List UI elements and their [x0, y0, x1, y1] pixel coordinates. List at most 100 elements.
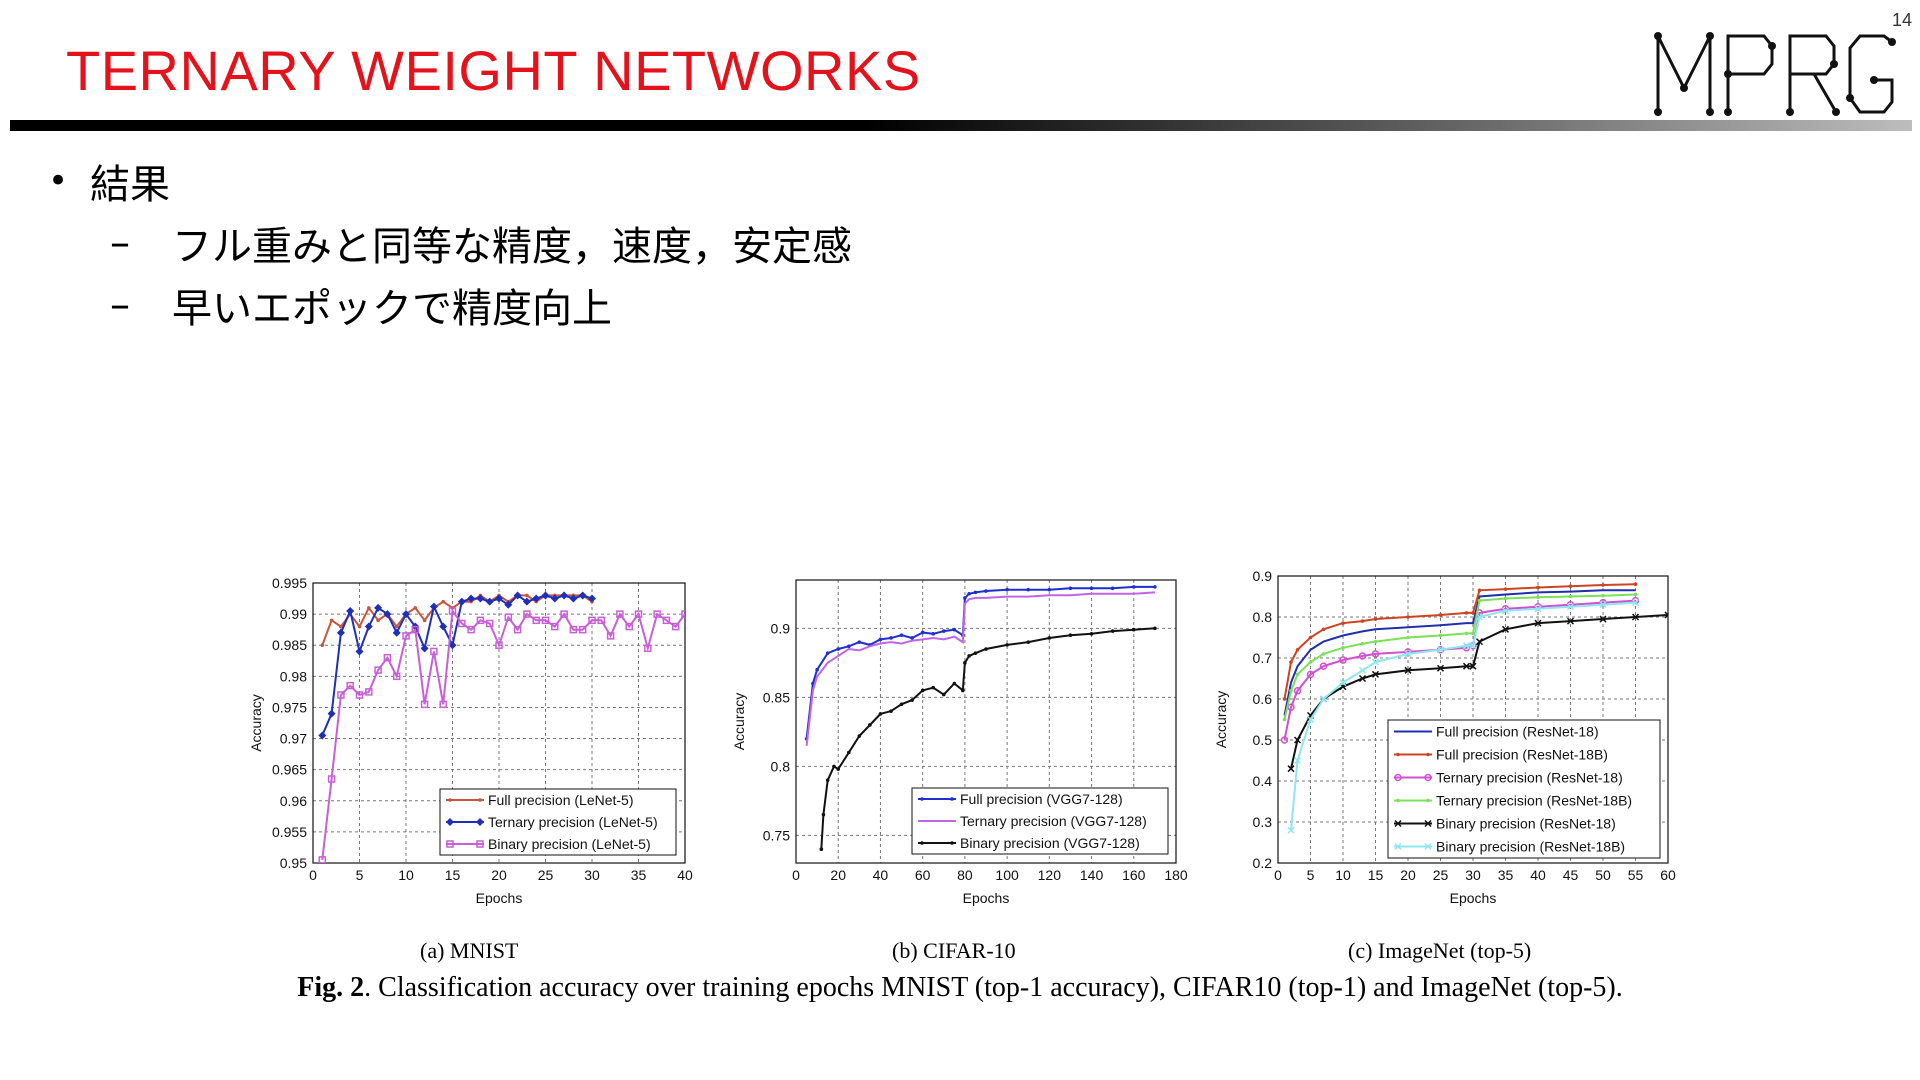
data-point	[327, 709, 336, 718]
data-point	[513, 625, 522, 634]
data-point	[383, 653, 392, 662]
data-point	[846, 644, 851, 649]
data-point	[836, 767, 841, 771]
legend-marker	[478, 798, 482, 802]
data-point	[625, 622, 633, 631]
data-point	[1321, 627, 1326, 632]
data-point	[1568, 584, 1573, 589]
y-axis-label: Accuracy	[731, 693, 747, 751]
data-point	[1005, 587, 1009, 592]
data-point	[910, 636, 914, 640]
x-tick-label: 40	[873, 867, 889, 883]
legend-label: Binary precision (VGG7-128)	[960, 835, 1140, 851]
data-point	[467, 625, 475, 634]
data-point	[355, 647, 364, 656]
data-point	[878, 712, 883, 716]
data-point	[1501, 625, 1510, 633]
data-point	[1599, 601, 1607, 609]
data-point	[1471, 611, 1475, 615]
data-point	[1464, 611, 1469, 615]
data-point	[329, 618, 334, 623]
data-point	[448, 641, 457, 650]
data-point	[1477, 598, 1482, 603]
bullet-text: 結果	[90, 162, 170, 208]
data-point	[1306, 715, 1315, 724]
y-tick-label: 0.995	[272, 575, 307, 591]
data-point	[1568, 594, 1573, 599]
data-point	[1295, 672, 1300, 677]
data-point	[1293, 687, 1302, 695]
data-point	[878, 637, 883, 642]
legend-label: Binary precision (ResNet-18B)	[1436, 839, 1625, 855]
series-group	[804, 585, 1157, 851]
figure-caption: Fig. 2. Classification accuracy over tra…	[0, 972, 1920, 1004]
data-point	[973, 590, 978, 595]
data-point	[1153, 585, 1157, 589]
y-tick-label: 0.9	[1253, 568, 1273, 584]
y-tick-label: 0.3	[1253, 814, 1273, 830]
y-tick-label: 0.975	[272, 699, 307, 715]
series-line	[1283, 589, 1636, 716]
data-point	[457, 597, 466, 606]
data-point	[367, 606, 371, 610]
data-point	[1471, 631, 1475, 636]
data-point	[1601, 593, 1605, 598]
y-tick-label: 0.955	[272, 824, 307, 840]
data-point	[364, 622, 373, 631]
data-point	[513, 591, 522, 600]
data-point	[868, 723, 872, 727]
legend-marker	[446, 818, 454, 826]
slide-title: TERNARY WEIGHT NETWORKS	[66, 39, 921, 102]
data-point	[920, 630, 925, 635]
data-point	[318, 856, 327, 863]
data-point	[346, 681, 354, 690]
data-point	[569, 625, 578, 634]
x-tick-label: 120	[1038, 867, 1062, 883]
x-tick-label: 30	[584, 867, 600, 883]
x-tick-label: 20	[1400, 867, 1416, 883]
x-tick-label: 25	[538, 867, 554, 883]
series-line	[1283, 593, 1636, 720]
data-point	[1280, 736, 1289, 744]
data-point	[578, 591, 587, 600]
data-point	[588, 594, 596, 603]
data-point	[541, 591, 550, 600]
mprg-logo	[1654, 32, 1896, 116]
data-point	[671, 622, 680, 631]
data-point	[1308, 635, 1313, 640]
data-point	[1110, 629, 1115, 633]
data-point	[846, 750, 851, 755]
legend-label: Ternary precision (LeNet-5)	[488, 814, 658, 830]
legend-label: Full precision (LeNet-5)	[488, 792, 634, 808]
data-point	[560, 610, 568, 618]
data-point	[523, 610, 531, 618]
y-tick-label: 0.985	[272, 637, 307, 653]
data-point	[941, 629, 946, 633]
data-point	[1339, 656, 1347, 664]
data-point	[339, 624, 343, 629]
x-axis-label: Epochs	[476, 890, 523, 906]
x-tick-label: 20	[491, 867, 507, 883]
y-tick-label: 0.96	[280, 793, 307, 809]
data-point	[1306, 670, 1315, 679]
data-point	[821, 812, 826, 817]
data-point	[1536, 585, 1540, 590]
x-tick-label: 50	[1595, 867, 1611, 883]
series-line	[1283, 599, 1636, 741]
data-point	[1501, 607, 1510, 615]
data-point	[1477, 588, 1482, 593]
data-point	[1601, 583, 1605, 587]
data-point	[1534, 605, 1542, 613]
data-point	[525, 593, 529, 598]
plot-frame	[312, 582, 686, 864]
data-point	[1321, 652, 1326, 656]
legend-marker	[1424, 773, 1432, 782]
data-point	[1406, 635, 1410, 640]
chart-1: 0 20 40 60 80 100 120 140 160 180 0.75 0.8 0.85 0.9 Ep…	[731, 579, 1188, 906]
series-line	[805, 591, 1155, 746]
x-tick-label: 0	[792, 867, 800, 883]
data-point	[320, 643, 325, 648]
data-point	[1293, 756, 1302, 765]
data-point	[1308, 660, 1313, 664]
caption-label: Fig. 2	[297, 972, 365, 1003]
